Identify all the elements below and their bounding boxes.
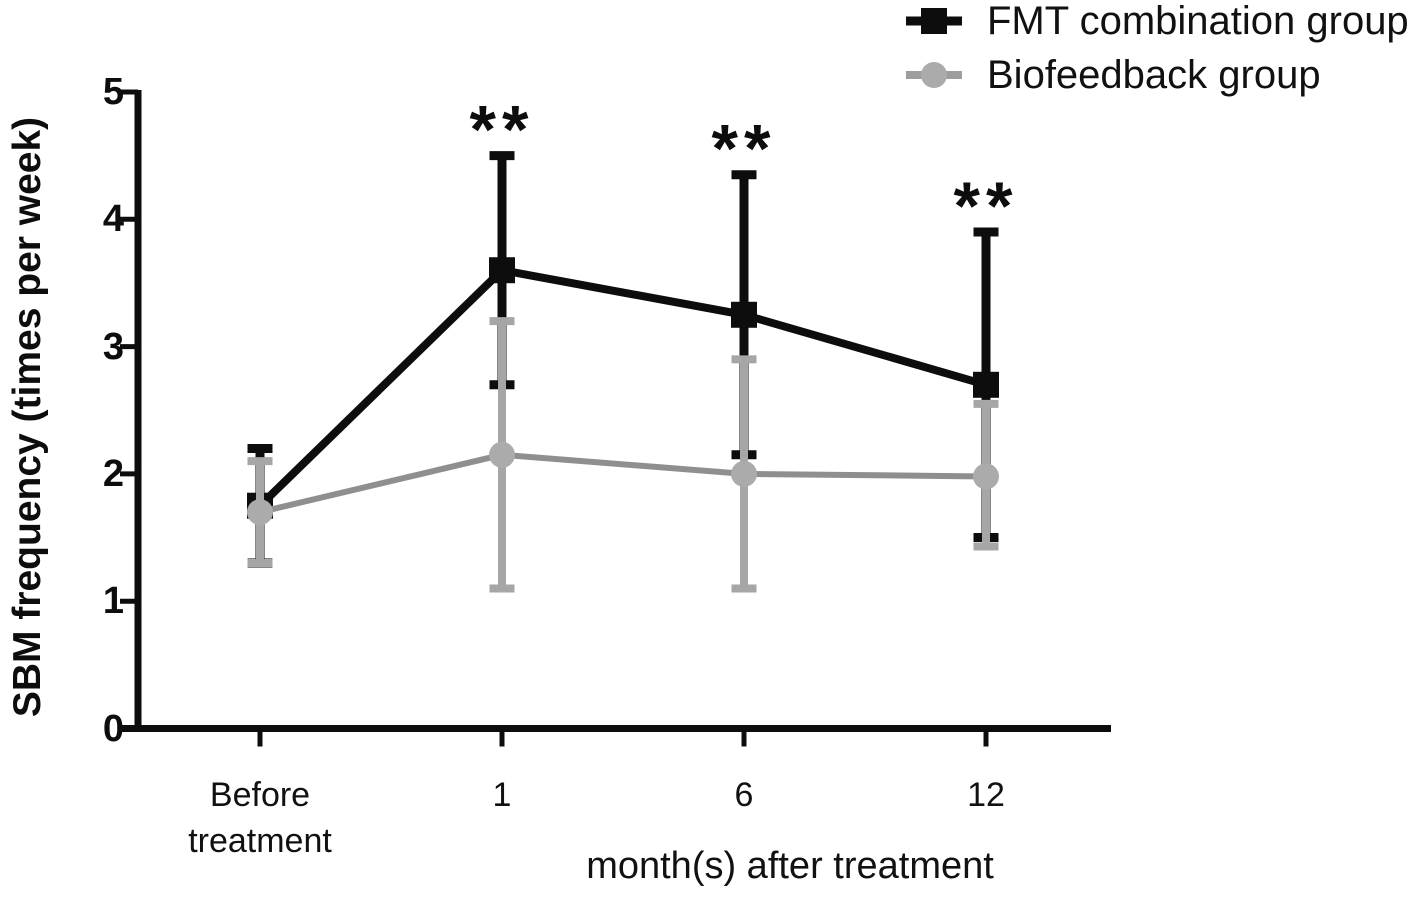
x-tick-label-before-treatment: Before treatment — [188, 776, 332, 860]
y-tick-label: 3 — [102, 326, 124, 368]
y-tick-label: 5 — [102, 71, 124, 113]
significance-marker: ** — [470, 92, 535, 168]
significance-marker: ** — [712, 111, 777, 187]
data-point-marker — [489, 257, 515, 284]
circle-marker-icon — [906, 62, 962, 88]
series-line-biofeedback — [259, 451, 987, 516]
y-tick-label: 1 — [102, 580, 124, 622]
legend-label: Biofeedback group — [987, 52, 1321, 97]
y-tick-label: 2 — [102, 453, 124, 495]
y-tick-label: 4 — [102, 198, 124, 240]
data-point-marker — [731, 301, 757, 328]
legend: FMT combination group Biofeedback group — [905, 0, 1409, 102]
legend-item-biofeedback: Biofeedback group — [905, 48, 1409, 102]
x-tick-label-12: 12 — [967, 776, 1005, 814]
x-axis-title: month(s) after treatment — [586, 845, 994, 887]
significance-marker: ** — [954, 168, 1019, 244]
legend-item-fmt: FMT combination group — [905, 0, 1409, 48]
data-point-marker — [731, 460, 757, 487]
square-marker-icon — [906, 8, 962, 34]
data-point-marker — [973, 371, 999, 398]
series-line-fmt — [257, 265, 988, 509]
data-point-marker — [247, 499, 273, 526]
y-tick-label: 0 — [102, 708, 124, 750]
legend-label: FMT combination group — [987, 0, 1409, 43]
data-point-marker — [489, 441, 515, 468]
x-tick-label-6: 6 — [734, 776, 754, 814]
data-point-marker — [973, 463, 999, 490]
x-tick-label-1: 1 — [492, 776, 512, 814]
